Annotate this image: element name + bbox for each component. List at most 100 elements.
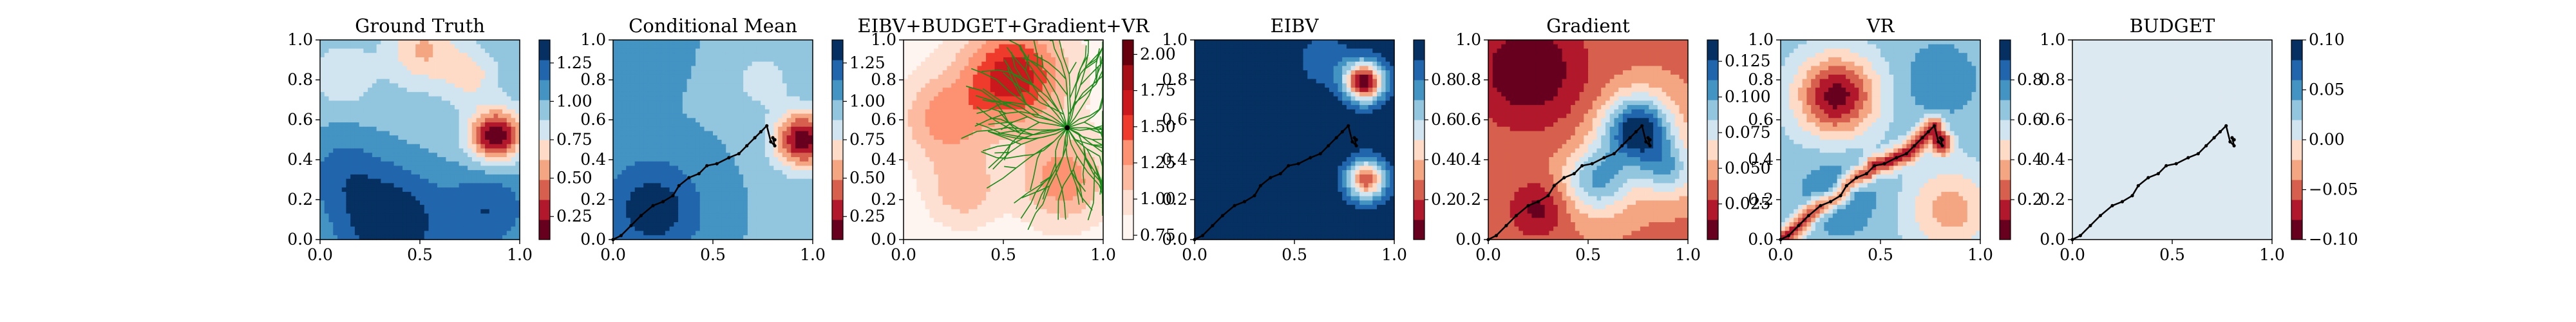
heatmap-cell [354, 118, 360, 123]
heatmap-cell [799, 105, 805, 110]
heatmap-cell [920, 100, 926, 106]
heatmap-cell [341, 174, 347, 180]
heatmap-cell [1064, 66, 1069, 71]
heatmap-cell [678, 170, 683, 175]
heatmap-cell [441, 109, 447, 115]
heatmap-cell [389, 118, 395, 123]
heatmap-cell [376, 118, 381, 123]
heatmap-cell [393, 53, 399, 58]
heatmap-cell [626, 178, 631, 184]
heatmap-cell [678, 105, 683, 110]
heatmap-cell [420, 170, 425, 175]
heatmap-cell [634, 187, 640, 193]
heatmap-cell [1068, 48, 1074, 53]
heatmap-cell [682, 57, 688, 62]
heatmap-cell [761, 170, 766, 175]
heatmap-cell [385, 44, 390, 50]
heatmap-cell [730, 44, 735, 50]
heatmap-cell [756, 205, 761, 210]
heatmap-cell [372, 57, 377, 62]
heatmap-cell [696, 44, 701, 50]
heatmap-cell [656, 144, 661, 149]
heatmap-cell [1099, 91, 1104, 97]
heatmap-cell [441, 79, 447, 84]
heatmap-cell [696, 109, 701, 115]
heatmap-cell [916, 79, 922, 84]
heatmap-cell [415, 218, 421, 223]
heatmap-cell [778, 88, 783, 93]
heatmap-cell [463, 135, 468, 140]
heatmap-cell [761, 156, 766, 162]
heatmap-cell [674, 144, 679, 149]
heatmap-cell [346, 57, 351, 62]
heatmap-cell [904, 44, 909, 50]
heatmap-cell [960, 91, 965, 97]
heatmap-cell [652, 209, 657, 214]
heatmap-cell [411, 187, 416, 193]
heatmap-cell [808, 53, 813, 58]
heatmap-cell [691, 231, 696, 236]
heatmap-cell [1034, 66, 1039, 71]
heatmap-cell [333, 118, 338, 123]
heatmap-cell [480, 178, 486, 184]
heatmap-cell [786, 66, 791, 71]
heatmap-cell [808, 196, 813, 201]
heatmap-cell [320, 226, 325, 232]
heatmap-cell [925, 70, 931, 75]
heatmap-cell [363, 122, 368, 128]
heatmap-cell [441, 113, 447, 118]
heatmap-cell [454, 161, 460, 167]
heatmap-cell [799, 213, 805, 218]
heatmap-cell [808, 126, 813, 132]
heatmap-cell [708, 156, 714, 162]
heatmap-cell [480, 231, 486, 236]
heatmap-cell [661, 44, 666, 50]
heatmap-cell [385, 170, 390, 175]
heatmap-cell [986, 44, 991, 50]
heatmap-cell [389, 40, 395, 45]
heatmap-cell [333, 44, 338, 50]
heatmap-cell [713, 196, 718, 201]
heatmap-cell [791, 57, 796, 62]
heatmap-cell [752, 79, 757, 84]
heatmap-cell [502, 222, 507, 227]
heatmap-cell [730, 213, 735, 218]
heatmap-cell [454, 166, 460, 171]
heatmap-cell [782, 156, 788, 162]
heatmap-cell [764, 44, 770, 50]
heatmap-cell [498, 113, 503, 118]
heatmap-cell [476, 209, 481, 214]
heatmap-cell [359, 91, 364, 97]
heatmap-cell [363, 96, 368, 101]
colorbar-segment [832, 100, 843, 120]
heatmap-cell [398, 88, 403, 93]
heatmap-cell [424, 191, 430, 197]
heatmap-cell [925, 83, 931, 88]
heatmap-cell [696, 100, 701, 106]
heatmap-cell [682, 196, 688, 201]
heatmap-cell [977, 79, 982, 84]
heatmap-cell [647, 191, 653, 197]
heatmap-cell [346, 153, 351, 158]
heatmap-cell [433, 144, 438, 149]
heatmap-cell [696, 156, 701, 162]
heatmap-cell [354, 156, 360, 162]
heatmap-cell [1003, 96, 1009, 101]
heatmap-cell [450, 74, 455, 80]
heatmap-cell [682, 140, 688, 145]
heatmap-cell [691, 40, 696, 45]
heatmap-cell [459, 213, 464, 218]
heatmap-cell [437, 200, 442, 205]
heatmap-cell [463, 57, 468, 62]
heatmap-cell [656, 166, 661, 171]
heatmap-cell [493, 153, 498, 158]
heatmap-cell [747, 131, 753, 136]
heatmap-cell [402, 166, 408, 171]
heatmap-cell [756, 48, 761, 53]
heatmap-cell [428, 135, 433, 140]
heatmap-cell [674, 53, 679, 58]
heatmap-cell [389, 105, 395, 110]
heatmap-cell [687, 126, 692, 132]
heatmap-cell [372, 100, 377, 106]
heatmap-cell [493, 105, 498, 110]
